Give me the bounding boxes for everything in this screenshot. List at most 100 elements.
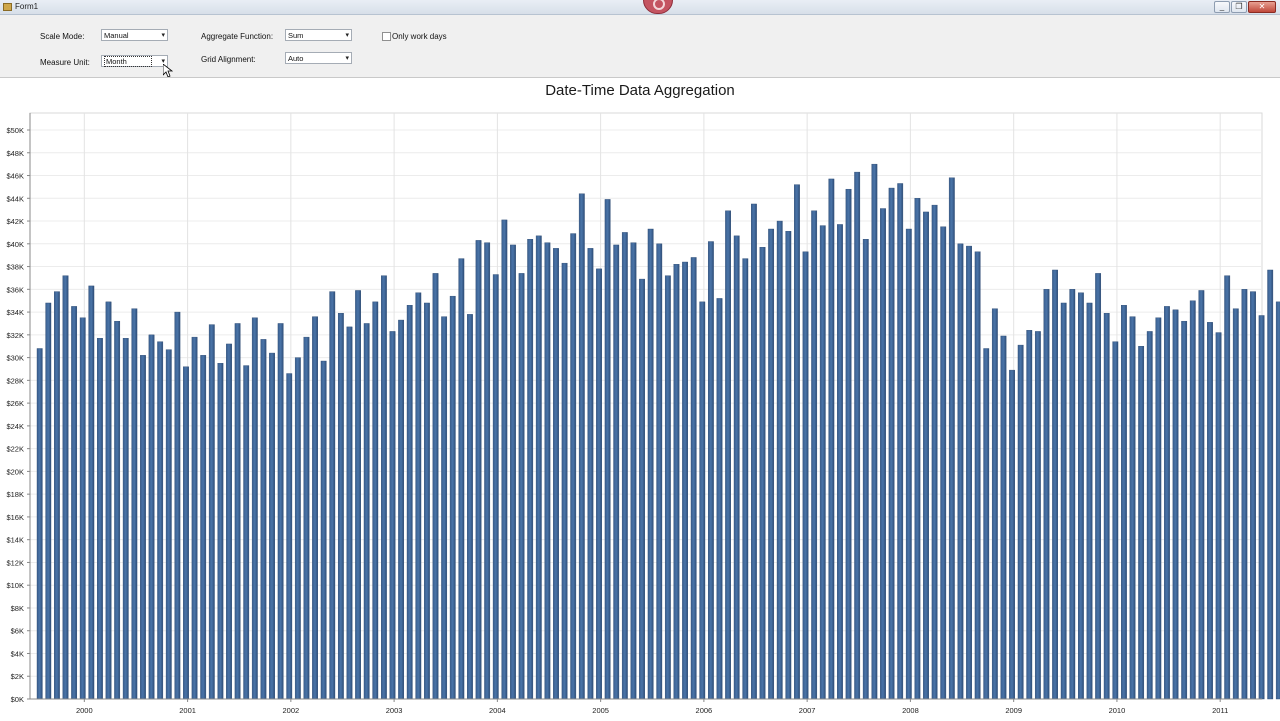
y-tick-label: $42K <box>6 217 24 226</box>
measure-unit-select[interactable]: Month ▾ <box>101 55 168 67</box>
chart-bar <box>36 348 43 700</box>
chart-bar <box>923 211 929 700</box>
y-tick-label: $28K <box>6 376 24 385</box>
chart-bar <box>742 258 749 700</box>
chart-bar <box>690 257 697 700</box>
only-work-days-checkbox[interactable] <box>382 32 391 41</box>
measure-unit-value: Month <box>104 56 152 67</box>
only-work-days-label[interactable]: Only work days <box>392 32 447 41</box>
y-tick-label: $24K <box>6 422 24 431</box>
chart-bar <box>544 242 551 700</box>
x-tick-label: 2009 <box>1005 706 1022 715</box>
y-tick-label: $50K <box>6 126 24 135</box>
y-tick-label: $10K <box>6 581 24 590</box>
chart-bar <box>114 320 121 700</box>
y-tick-label: $14K <box>6 536 24 545</box>
chart-bar <box>381 275 387 700</box>
x-tick-label: 2001 <box>179 706 196 715</box>
chart-bar <box>768 228 775 700</box>
chart-bar <box>1146 331 1153 700</box>
chart-bar <box>751 203 757 700</box>
chart-bar <box>269 352 275 700</box>
window-buttons: _ ❐ ✕ <box>1214 1 1276 13</box>
close-icon[interactable]: ✕ <box>1248 1 1276 13</box>
chart-bar <box>1034 331 1041 700</box>
chart-bar <box>501 219 508 700</box>
chart-bar <box>1103 313 1110 700</box>
chart-bar <box>415 292 422 700</box>
chart-bar <box>1258 315 1265 700</box>
chart-bar <box>183 366 189 700</box>
chart-bar <box>191 336 198 700</box>
y-tick-label: $20K <box>6 467 24 476</box>
chart-bar <box>234 323 241 700</box>
window-titlebar: Form1 _ ❐ ✕ <box>0 0 1280 15</box>
chart-bar <box>613 244 620 700</box>
chart-bar <box>871 163 878 700</box>
aggregate-function-value: Sum <box>288 31 304 40</box>
chart-bar <box>578 193 585 700</box>
chart-bar <box>363 323 370 700</box>
measure-unit-label: Measure Unit: <box>40 58 90 67</box>
chart-bar <box>888 187 895 700</box>
x-tick-label: 2011 <box>1212 706 1228 715</box>
chart-bar <box>1232 308 1239 700</box>
chart-bar <box>673 264 680 700</box>
chart-bar <box>1017 344 1024 700</box>
chart-bar <box>974 251 981 700</box>
y-tick-label: $38K <box>6 263 24 272</box>
y-tick-label: $34K <box>6 308 24 317</box>
x-tick-label: 2003 <box>386 706 403 715</box>
chevron-down-icon[interactable]: ▾ <box>345 55 349 62</box>
chart-bar <box>406 305 413 700</box>
chart-bar <box>157 341 164 700</box>
minimize-icon[interactable]: _ <box>1214 1 1230 13</box>
restore-icon[interactable]: ❐ <box>1231 1 1247 13</box>
x-tick-label: 2004 <box>489 706 506 715</box>
chart-bar <box>845 188 852 700</box>
chart-bar <box>647 228 654 700</box>
y-tick-label: $44K <box>6 194 24 203</box>
chart-bar <box>286 373 293 700</box>
y-tick-label: $12K <box>6 558 24 567</box>
y-tick-label: $22K <box>6 445 24 454</box>
chart-bar <box>79 317 86 700</box>
chart-bar <box>862 239 869 700</box>
chart-bar <box>991 308 998 700</box>
y-tick-label: $18K <box>6 490 24 499</box>
chart-bar <box>458 258 465 700</box>
chart-bar <box>62 275 69 700</box>
chevron-down-icon[interactable]: ▾ <box>161 58 165 65</box>
y-tick-label: $36K <box>6 285 24 294</box>
plot-area <box>29 112 1263 700</box>
chevron-down-icon[interactable]: ▾ <box>345 32 349 39</box>
chart-bar <box>1095 273 1102 700</box>
x-tick-label: 2008 <box>902 706 919 715</box>
y-tick-label: $4K <box>11 649 24 658</box>
chart-bar <box>260 339 267 700</box>
chart-bar <box>54 291 60 700</box>
chevron-down-icon[interactable]: ▾ <box>161 32 165 39</box>
chart-bar <box>785 231 792 700</box>
y-tick-label: $2K <box>11 672 24 681</box>
chart-bar <box>570 233 577 700</box>
y-tick-label: $48K <box>6 149 24 158</box>
chart-bar <box>880 208 886 700</box>
scale-mode-select[interactable]: Manual ▾ <box>101 29 168 41</box>
aggregate-function-label: Aggregate Function: <box>201 32 274 41</box>
chart-bar <box>140 355 146 700</box>
chart-bar <box>337 313 344 700</box>
chart-bar <box>1009 369 1015 700</box>
chart-bar <box>664 275 671 700</box>
record-indicator-icon[interactable] <box>643 0 673 14</box>
grid-alignment-select[interactable]: Auto ▾ <box>285 52 352 64</box>
chart-bar <box>1181 320 1188 700</box>
chart-bar <box>484 242 491 700</box>
chart-bar <box>122 338 129 700</box>
aggregate-function-select[interactable]: Sum ▾ <box>285 29 352 41</box>
chart-bar <box>811 210 818 700</box>
x-tick-label: 2005 <box>592 706 609 715</box>
chart-bar <box>277 323 284 700</box>
chart-bar <box>733 235 740 700</box>
y-tick-label: $6K <box>11 627 24 636</box>
